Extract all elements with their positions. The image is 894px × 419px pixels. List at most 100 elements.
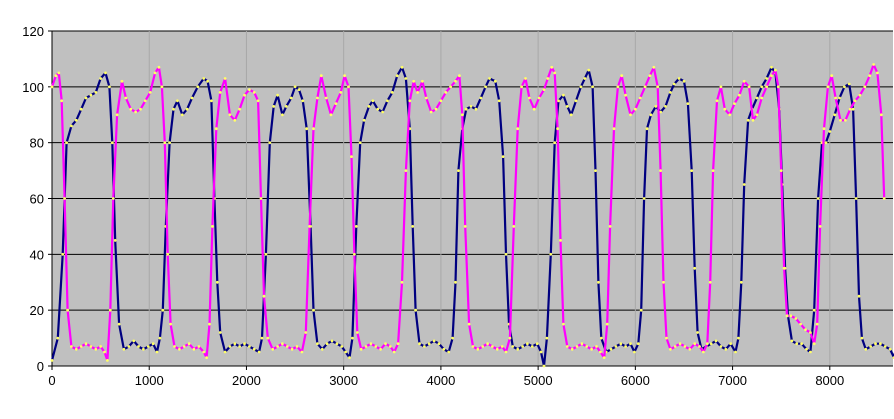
data-point-s1-51 [272,105,276,108]
data-point-s1-67 [340,345,344,348]
data-point-s2-79 [379,347,382,351]
data-point-s2-118 [546,77,550,80]
data-point-s2-30 [169,322,173,326]
data-point-s1-31 [185,107,189,111]
data-point-s1-29 [176,99,179,103]
data-point-s2-14 [106,359,109,362]
data-point-s2-195 [863,85,867,89]
data-point-s1-108 [511,345,515,348]
data-point-s2-99 [463,225,467,228]
data-point-s1-3 [65,141,68,145]
y-tick-label-6: 120 [22,24,44,39]
series-points-2 [50,63,886,362]
data-point-s1-167 [755,96,759,100]
data-point-s2-182 [809,331,812,334]
data-point-s1-42 [233,342,237,346]
data-point-s1-49 [264,252,268,256]
data-point-s1-144 [659,110,662,114]
data-point-s1-137 [633,350,636,354]
data-point-s2-113 [524,77,527,80]
data-point-s1-114 [539,350,543,354]
data-point-s1-103 [493,79,497,83]
data-point-s2-81 [388,345,392,348]
data-point-s2-47 [243,93,246,97]
data-point-s2-146 [659,169,662,173]
data-point-s1-149 [682,79,686,83]
data-point-s2-85 [404,169,408,173]
x-tick-label-1: 1000 [135,373,164,388]
data-point-s1-43 [238,345,242,348]
data-point-s1-56 [293,85,297,89]
data-point-s2-197 [872,63,875,66]
series-line-1 [50,66,894,368]
data-point-s1-132 [609,347,613,351]
data-point-s1-80 [395,74,399,78]
data-point-s2-89 [421,79,424,83]
data-point-s1-116 [545,336,549,340]
data-point-s1-139 [639,308,643,312]
data-point-s2-114 [528,96,531,100]
data-point-s2-176 [782,266,786,270]
data-point-s1-128 [594,169,597,173]
data-point-s1-8 [89,93,93,97]
data-point-s1-118 [553,141,557,145]
data-point-s2-35 [192,347,196,351]
data-point-s2-55 [276,345,279,348]
data-point-s1-85 [414,308,417,312]
data-point-s1-71 [354,225,358,228]
data-point-s2-124 [565,345,569,348]
x-tick-label-5: 5000 [524,373,553,388]
data-point-s1-2 [61,252,65,256]
data-point-s2-6 [70,345,73,348]
data-point-s1-182 [816,197,820,200]
data-point-s2-119 [550,65,554,69]
data-point-s1-123 [574,99,578,103]
data-point-s1-21 [146,345,150,348]
data-point-s1-104 [497,99,501,103]
data-point-s2-1 [54,74,58,78]
data-point-s2-174 [776,85,780,89]
data-point-s2-32 [178,347,181,351]
data-point-s2-179 [794,317,798,320]
data-point-s2-97 [458,74,461,78]
data-point-s1-181 [812,308,816,312]
data-point-s1-4 [70,124,73,128]
data-point-s2-40 [211,225,214,228]
data-point-s2-51 [259,197,263,200]
data-point-s1-117 [549,252,553,256]
data-point-s1-55 [289,96,293,100]
data-point-s1-195 [869,345,872,348]
data-point-s1-50 [268,141,272,145]
data-point-s1-16 [122,347,126,351]
data-point-s2-43 [223,77,227,80]
data-point-s2-172 [770,74,773,78]
data-point-s2-192 [848,107,852,111]
data-point-s1-129 [597,280,600,284]
data-point-s2-180 [799,322,802,326]
data-point-s1-68 [344,350,347,354]
data-point-s2-110 [512,225,516,228]
data-point-s2-148 [665,336,668,340]
data-point-s2-69 [339,91,343,94]
data-point-s2-167 [747,85,751,89]
data-point-s1-176 [790,339,794,343]
data-point-s1-164 [742,183,746,186]
x-tick-label-2: 2000 [232,373,261,388]
data-point-s1-6 [79,107,83,111]
data-point-s2-68 [334,102,338,105]
data-point-s1-44 [243,342,246,346]
data-point-s1-17 [127,345,131,348]
data-point-s1-177 [795,342,799,346]
data-point-s1-7 [84,96,88,100]
data-point-s1-98 [469,105,473,108]
data-point-s2-61 [304,331,308,334]
y-tick-label-4: 80 [30,136,44,151]
data-point-s1-72 [358,141,362,145]
data-point-s2-125 [570,347,574,351]
data-point-s2-57 [285,345,289,348]
data-point-s2-160 [715,99,719,103]
data-point-s2-39 [208,322,211,326]
data-point-s2-29 [166,252,170,256]
data-point-s1-145 [664,105,667,108]
data-point-s1-106 [504,252,508,256]
